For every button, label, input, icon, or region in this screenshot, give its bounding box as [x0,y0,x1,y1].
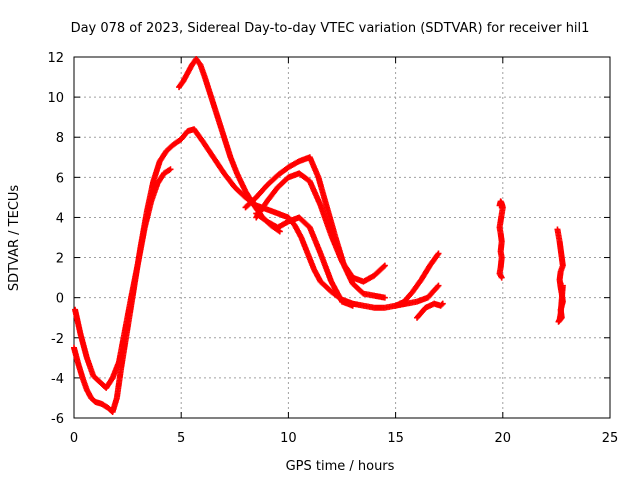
series-group [414,300,446,321]
y-axis-label: SDTVAR / TECUs [7,185,22,292]
x-tick-label: 20 [495,431,512,446]
series-group [392,250,442,309]
y-tick-label: -2 [51,332,64,347]
grid-lines [74,57,610,418]
y-tick-label: 8 [56,131,64,146]
x-tick-label: 0 [70,431,78,446]
x-tick-label: 25 [602,431,619,446]
y-tick-label: 6 [56,171,64,186]
data-point [439,300,446,307]
data-points [71,56,566,415]
y-tick-label: 4 [56,211,64,226]
x-axis-label: GPS time / hours [286,459,395,474]
y-tick-label: 2 [56,252,64,267]
y-tick-label: 10 [47,91,64,106]
y-tick-label: 12 [47,51,64,66]
y-tick-label: 0 [56,292,64,307]
data-point [349,302,356,309]
data-point [380,263,387,270]
data-point [434,283,441,290]
series-group [253,170,388,285]
data-point [435,250,442,257]
data-point [559,282,566,289]
y-tick-label: -6 [51,412,64,427]
series-group [496,198,506,281]
axis-ticks [73,56,611,419]
series-group [253,210,356,309]
series-group [72,166,174,391]
data-point [167,166,174,173]
data-point [381,294,388,301]
x-tick-label: 5 [177,431,185,446]
plot-frame [73,56,611,419]
series-group [71,126,442,415]
series-group [554,226,566,325]
x-tick-label: 15 [387,431,404,446]
y-tick-labels: -6 -4 -2 0 2 4 6 8 10 12 [47,51,64,427]
data-point [276,228,283,235]
y-tick-label: -4 [51,372,64,387]
data-point [438,301,445,308]
chart-title: Day 078 of 2023, Sidereal Day-to-day VTE… [71,21,590,36]
x-tick-labels: 0 5 10 15 20 25 [70,431,618,446]
data-point [381,262,388,269]
x-tick-label: 10 [280,431,297,446]
data-point [498,274,505,281]
data-point [435,282,442,289]
